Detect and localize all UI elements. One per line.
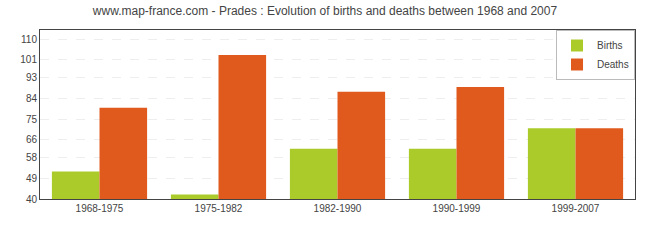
svg-text:1975-1982: 1975-1982 (195, 203, 243, 214)
svg-text:66: 66 (26, 134, 38, 145)
svg-text:Deaths: Deaths (597, 59, 629, 70)
svg-text:58: 58 (26, 152, 38, 163)
svg-text:www.map-france.com - Prades :: www.map-france.com - Prades : Evolution … (92, 4, 558, 18)
svg-text:1990-1999: 1990-1999 (433, 203, 481, 214)
svg-text:84: 84 (26, 93, 38, 104)
svg-text:Births: Births (597, 40, 623, 51)
svg-text:1999-2007: 1999-2007 (552, 203, 600, 214)
svg-text:93: 93 (26, 72, 38, 83)
svg-text:1982-1990: 1982-1990 (314, 203, 362, 214)
svg-text:101: 101 (20, 54, 37, 65)
svg-text:75: 75 (26, 114, 38, 125)
svg-text:110: 110 (21, 34, 37, 45)
svg-text:1968-1975: 1968-1975 (76, 203, 124, 214)
svg-text:49: 49 (26, 173, 38, 184)
svg-text:40: 40 (26, 194, 38, 205)
